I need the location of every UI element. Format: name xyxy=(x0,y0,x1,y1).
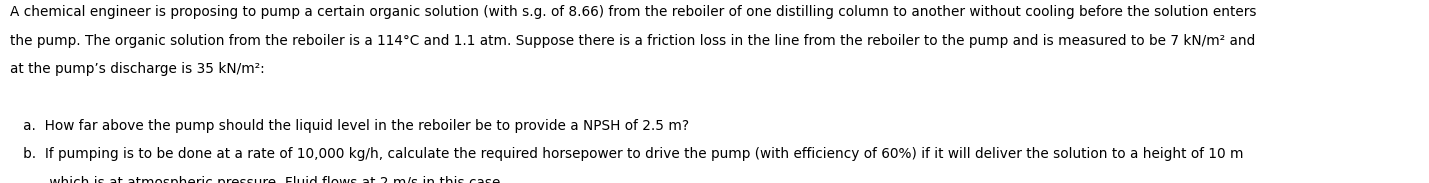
Text: which is at atmospheric pressure. Fluid flows at 2 m/s in this case.: which is at atmospheric pressure. Fluid … xyxy=(10,176,504,183)
Text: at the pump’s discharge is 35 kN/m²:: at the pump’s discharge is 35 kN/m²: xyxy=(10,62,264,76)
Text: b.  If pumping is to be done at a rate of 10,000 kg/h, calculate the required ho: b. If pumping is to be done at a rate of… xyxy=(10,147,1243,161)
Text: the pump. The organic solution from the reboiler is a 114°C and 1.1 atm. Suppose: the pump. The organic solution from the … xyxy=(10,34,1255,48)
Text: A chemical engineer is proposing to pump a certain organic solution (with s.g. o: A chemical engineer is proposing to pump… xyxy=(10,5,1256,20)
Text: a.  How far above the pump should the liquid level in the reboiler be to provide: a. How far above the pump should the liq… xyxy=(10,119,689,133)
